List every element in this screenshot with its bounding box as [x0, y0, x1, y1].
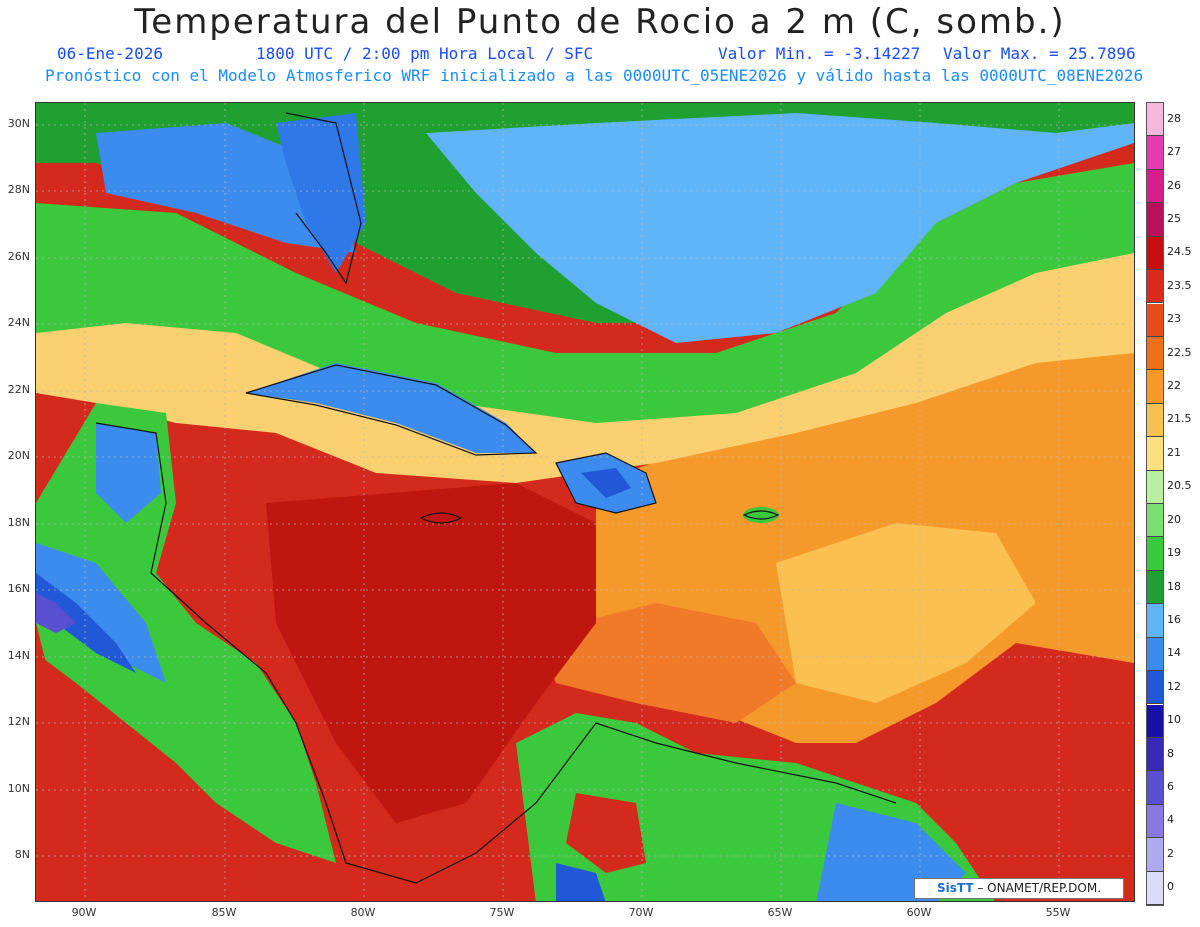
- lon-label: 90W: [71, 906, 97, 919]
- colorbar-swatch: [1147, 570, 1163, 605]
- colorbar-swatch: [1147, 704, 1163, 738]
- lat-label: 20N: [7, 449, 30, 462]
- colorbar-swatch: [1147, 169, 1163, 204]
- colorbar-label: 20.5: [1167, 479, 1192, 493]
- colorbar-swatch: [1147, 871, 1163, 905]
- lon-label: 60W: [906, 906, 932, 919]
- lon-label: 65W: [767, 906, 793, 919]
- colorbar-swatch: [1147, 771, 1163, 805]
- colorbar-label: 14: [1167, 646, 1181, 660]
- credit-text: – ONAMET/REP.DOM.: [977, 881, 1102, 895]
- colorbar-swatch: [1147, 838, 1163, 872]
- colorbar-label: 12: [1167, 679, 1181, 693]
- colorbar-swatch: [1147, 336, 1163, 371]
- colorbar-label: 21: [1167, 445, 1181, 459]
- colorbar-label: 10: [1167, 713, 1181, 727]
- lon-label: 70W: [628, 906, 654, 919]
- colorbar-label: 25: [1167, 211, 1181, 225]
- colorbar-swatch: [1147, 303, 1163, 337]
- colorbar-swatch: [1147, 437, 1163, 471]
- colorbar-swatch: [1147, 136, 1163, 170]
- lat-label: 18N: [7, 516, 30, 529]
- lat-label: 26N: [7, 250, 30, 263]
- min-value: Valor Min. = -3.14227: [718, 44, 921, 63]
- lat-label: 16N: [7, 582, 30, 595]
- map-title: Temperatura del Punto de Rocio a 2 m (C,…: [134, 2, 1066, 42]
- lat-label: 22N: [7, 383, 30, 396]
- colorbar-swatch: [1147, 370, 1163, 404]
- colorbar-label: 4: [1167, 813, 1174, 827]
- colorbar-swatch: [1147, 470, 1163, 504]
- lon-label: 75W: [489, 906, 515, 919]
- colorbar-label: 22: [1167, 379, 1181, 393]
- colorbar-label: 22.5: [1167, 345, 1192, 359]
- colorbar-label: 26: [1167, 178, 1181, 192]
- colorbar-label: 2: [1167, 846, 1174, 860]
- max-value: Valor Max. = 25.7896: [943, 44, 1136, 63]
- colorbar-label: 8: [1167, 746, 1174, 760]
- colorbar: [1146, 102, 1164, 906]
- colorbar-label: 16: [1167, 612, 1181, 626]
- colorbar-label: 24.5: [1167, 245, 1192, 259]
- colorbar-swatch: [1147, 504, 1163, 538]
- lat-label: 30N: [7, 117, 30, 130]
- lat-label: 14N: [7, 649, 30, 662]
- credit-box: SisTT – ONAMET/REP.DOM.: [914, 878, 1124, 899]
- colorbar-swatch: [1147, 604, 1163, 638]
- colorbar-swatch: [1147, 637, 1163, 672]
- lat-label: 8N: [14, 848, 30, 861]
- colorbar-label: 19: [1167, 546, 1181, 560]
- map-field: [36, 103, 1134, 901]
- brand-logo: SisTT: [936, 881, 974, 895]
- colorbar-label: 21.5: [1167, 412, 1192, 426]
- colorbar-swatch: [1147, 103, 1163, 137]
- colorbar-swatch: [1147, 270, 1163, 304]
- lon-label: 80W: [350, 906, 376, 919]
- lat-label: 12N: [7, 715, 30, 728]
- colorbar-label: 6: [1167, 780, 1174, 794]
- forecast-time: 1800 UTC / 2:00 pm Hora Local / SFC: [256, 44, 594, 63]
- dewpoint-map: [35, 102, 1135, 902]
- colorbar-swatch: [1147, 403, 1163, 438]
- lon-label: 55W: [1045, 906, 1071, 919]
- colorbar-label: 23: [1167, 312, 1181, 326]
- colorbar-swatch: [1147, 203, 1163, 237]
- colorbar-swatch: [1147, 804, 1163, 839]
- colorbar-swatch: [1147, 671, 1163, 705]
- colorbar-label: 20: [1167, 512, 1181, 526]
- colorbar-label: 0: [1167, 880, 1174, 894]
- colorbar-label: 28: [1167, 111, 1181, 125]
- forecast-date: 06-Ene-2026: [57, 44, 163, 63]
- colorbar-swatch: [1147, 236, 1163, 271]
- lat-label: 10N: [7, 782, 30, 795]
- colorbar-label: 18: [1167, 579, 1181, 593]
- lat-label: 24N: [7, 316, 30, 329]
- colorbar-label: 23.5: [1167, 278, 1192, 292]
- colorbar-swatch: [1147, 537, 1163, 571]
- colorbar-label: 27: [1167, 145, 1181, 159]
- lon-label: 85W: [211, 906, 237, 919]
- colorbar-swatch: [1147, 737, 1163, 772]
- model-info: Pronóstico con el Modelo Atmosferico WRF…: [45, 66, 1144, 85]
- lat-label: 28N: [7, 183, 30, 196]
